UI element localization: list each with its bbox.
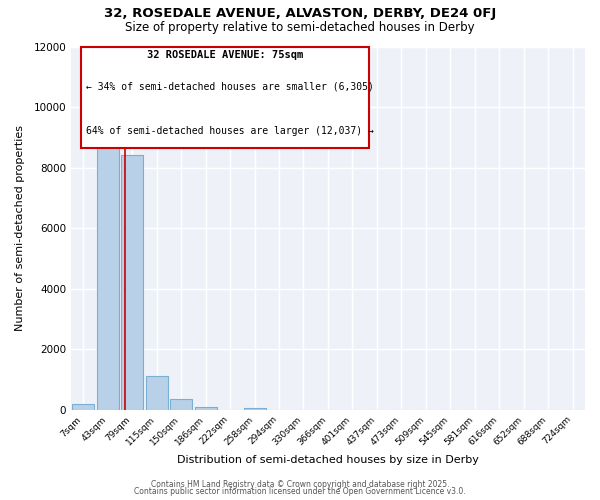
Text: 32 ROSEDALE AVENUE: 75sqm: 32 ROSEDALE AVENUE: 75sqm: [147, 50, 303, 60]
Text: ← 34% of semi-detached houses are smaller (6,305): ← 34% of semi-detached houses are smalle…: [86, 81, 374, 91]
Bar: [72, 404, 94, 409]
X-axis label: Distribution of semi-detached houses by size in Derby: Distribution of semi-detached houses by …: [177, 455, 479, 465]
Bar: [97, 146, 119, 410]
Bar: [194, 406, 217, 410]
Text: Size of property relative to semi-detached houses in Derby: Size of property relative to semi-detach…: [125, 21, 475, 34]
FancyBboxPatch shape: [81, 46, 369, 148]
Text: 64% of semi-detached houses are larger (12,037) →: 64% of semi-detached houses are larger (…: [86, 126, 374, 136]
Text: Contains public sector information licensed under the Open Government Licence v3: Contains public sector information licen…: [134, 487, 466, 496]
Y-axis label: Number of semi-detached properties: Number of semi-detached properties: [15, 125, 25, 331]
Bar: [146, 376, 167, 410]
Bar: [170, 399, 192, 409]
Bar: [121, 156, 143, 410]
Bar: [244, 408, 266, 410]
Text: Contains HM Land Registry data © Crown copyright and database right 2025.: Contains HM Land Registry data © Crown c…: [151, 480, 449, 489]
Text: 32, ROSEDALE AVENUE, ALVASTON, DERBY, DE24 0FJ: 32, ROSEDALE AVENUE, ALVASTON, DERBY, DE…: [104, 8, 496, 20]
